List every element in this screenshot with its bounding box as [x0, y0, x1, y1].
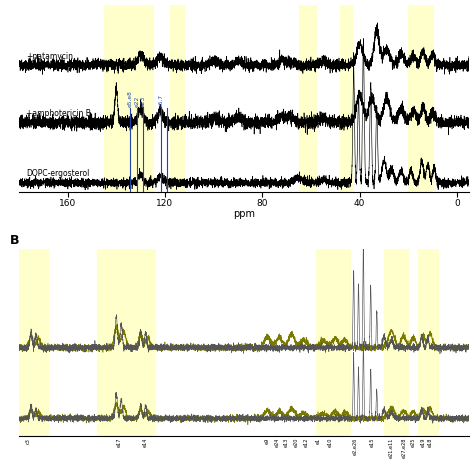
Text: e2,e26: e2,e26 [352, 438, 357, 455]
Bar [104, 5, 153, 192]
Bar [97, 248, 155, 436]
Text: e17: e17 [116, 438, 121, 447]
Text: e9: e9 [265, 438, 270, 444]
Text: +natamycin: +natamycin [26, 52, 73, 61]
Text: e24: e24 [274, 438, 280, 447]
X-axis label: ppm: ppm [233, 209, 255, 219]
Bar [340, 5, 353, 192]
Bar [170, 5, 184, 192]
Text: +amphotericin B: +amphotericin B [26, 109, 91, 118]
Bar [418, 248, 438, 436]
Text: e19: e19 [420, 438, 426, 447]
Text: e23: e23 [141, 95, 146, 107]
Bar [19, 248, 48, 436]
Text: e6,7: e6,7 [159, 94, 164, 107]
Text: e10: e10 [328, 438, 333, 447]
Text: e21,e11: e21,e11 [389, 438, 394, 458]
Text: e22: e22 [135, 95, 139, 107]
Bar [409, 5, 433, 192]
Bar [316, 248, 350, 436]
Text: e14: e14 [143, 438, 148, 447]
Text: e13: e13 [284, 438, 289, 447]
Text: e15: e15 [369, 438, 374, 447]
Bar [299, 5, 316, 192]
Bar [384, 248, 409, 436]
Text: e12: e12 [304, 438, 309, 447]
Text: e20: e20 [294, 438, 299, 447]
Text: e5,e8: e5,e8 [127, 90, 132, 107]
Text: e27,e28: e27,e28 [401, 438, 406, 458]
Text: e18: e18 [428, 438, 433, 447]
Text: e25: e25 [411, 438, 416, 447]
Text: c3: c3 [26, 438, 31, 444]
Text: B: B [10, 234, 19, 246]
Text: e1: e1 [316, 438, 321, 444]
Text: DOPC-ergosterol: DOPC-ergosterol [26, 169, 90, 178]
